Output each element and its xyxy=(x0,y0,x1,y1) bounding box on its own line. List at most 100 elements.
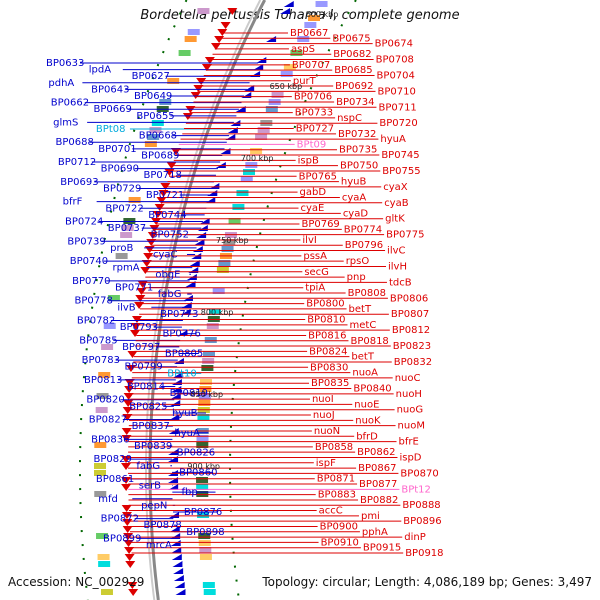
minus-strand-gene xyxy=(174,582,185,588)
cog-block xyxy=(196,477,209,483)
gene-label: BP0737 xyxy=(108,223,146,234)
gene-label: gabD xyxy=(300,187,327,198)
cog-block xyxy=(206,323,219,329)
cog-block xyxy=(223,239,236,245)
plus-strand-gene xyxy=(122,526,133,533)
plus-strand-gene xyxy=(121,505,132,512)
cog-block xyxy=(257,127,270,133)
cog-block xyxy=(280,71,293,77)
gene-label: BP0812 xyxy=(392,325,430,336)
gene-label: glmS xyxy=(53,117,78,128)
gene-label: BP0693 xyxy=(60,177,98,188)
gene-label: BP0814 xyxy=(127,382,165,393)
plus-strand-gene xyxy=(122,407,133,414)
cog-block xyxy=(184,36,197,42)
gene-label: BP0735 xyxy=(339,145,377,156)
gene-label: BPt12 xyxy=(401,484,431,495)
gene-label: BP0729 xyxy=(103,183,141,194)
cog-block xyxy=(202,582,215,588)
cog-block xyxy=(207,316,220,322)
minus-strand-gene xyxy=(169,512,180,518)
gene-label: BP0745 xyxy=(381,150,419,161)
gene-label: ispB xyxy=(298,155,319,166)
cog-block xyxy=(201,365,214,371)
cog-block xyxy=(208,309,221,315)
cog-block xyxy=(196,442,209,448)
minus-strand-gene xyxy=(175,589,186,595)
cog-block xyxy=(96,533,109,539)
gene-label: purT xyxy=(293,76,317,87)
gene-label: BP0690 xyxy=(101,164,139,175)
gene-label: pmi xyxy=(361,511,380,522)
plus-strand-gene xyxy=(125,365,136,372)
cog-block xyxy=(97,554,110,560)
gene-label: BP0796 xyxy=(345,240,383,251)
minus-strand-gene xyxy=(207,190,218,196)
gene-label: BP0782 xyxy=(77,316,115,327)
gene-label: ilvC xyxy=(387,246,405,257)
gene-label: BP0870 xyxy=(400,468,438,479)
gene-label: BP0662 xyxy=(51,98,89,109)
gene-label: nuoA xyxy=(352,368,378,379)
gene-label: bfrD xyxy=(356,431,378,442)
cog-block xyxy=(308,15,321,21)
gene-label: BP0872 xyxy=(101,514,139,525)
cog-block xyxy=(236,190,249,196)
gene-label: BP0800 xyxy=(306,299,344,310)
gene-label: BP0878 xyxy=(143,520,181,531)
cog-block xyxy=(147,134,160,140)
gene-label: BP0818 xyxy=(350,336,388,347)
gene-label: BPt10 xyxy=(167,368,197,379)
gene-label: tpiA xyxy=(305,283,325,294)
cog-block xyxy=(107,295,120,301)
minus-strand-gene xyxy=(215,162,226,168)
gene-label: BP0733 xyxy=(295,108,333,119)
gene-label: BP0883 xyxy=(318,490,356,501)
plus-strand-gene xyxy=(214,36,225,43)
cog-block xyxy=(98,561,111,567)
gene-label: BP0633 xyxy=(46,58,84,69)
kbp-tick-label: 850 kbp xyxy=(190,390,223,399)
gene-label: proB xyxy=(110,243,133,254)
plus-strand-gene xyxy=(122,414,133,421)
gene-label: BP0776 xyxy=(162,329,200,340)
gene-label: mfd xyxy=(98,494,118,505)
cog-block xyxy=(232,204,245,210)
gene-label: BP0682 xyxy=(333,49,371,60)
gene-label: BP0704 xyxy=(377,70,415,81)
gene-label: BP0827 xyxy=(89,415,127,426)
gene-label: BP0824 xyxy=(309,346,347,357)
gene-label: BP0701 xyxy=(98,144,136,155)
cog-block xyxy=(198,540,211,546)
plus-strand-gene xyxy=(152,211,163,218)
gene-label: nuoJ xyxy=(313,410,335,421)
gene-label: BP0783 xyxy=(82,355,120,366)
gene-label: nuoI xyxy=(312,394,334,405)
gene-label: BP0722 xyxy=(105,203,143,214)
gene-label: BP0915 xyxy=(363,543,401,554)
gene-label: BP0740 xyxy=(70,256,108,267)
gene-label: cyaX xyxy=(383,182,408,193)
plus-strand-gene xyxy=(210,43,221,50)
cog-block xyxy=(95,407,108,413)
gene-label: mrcA xyxy=(146,540,172,551)
gene-label: BP0706 xyxy=(294,92,332,103)
gene-label: accC xyxy=(319,506,343,517)
gene-label: BP0825 xyxy=(129,401,167,412)
plus-strand-gene xyxy=(121,428,132,435)
kbp-tick-label: 800 kbp xyxy=(201,308,234,317)
gene-label: BP0669 xyxy=(94,104,132,115)
gene-label: BP0675 xyxy=(332,33,370,44)
gene-label: nspC xyxy=(337,113,362,124)
gene-label: BP0627 xyxy=(132,71,170,82)
cog-block xyxy=(297,36,310,42)
plus-strand-gene xyxy=(121,463,132,470)
kbp-tick-label: 650 kbp xyxy=(270,82,303,91)
minus-strand-gene xyxy=(168,477,179,483)
cog-block xyxy=(255,134,268,140)
plus-strand-gene xyxy=(127,582,138,589)
gene-label: BP0808 xyxy=(348,288,386,299)
cog-block xyxy=(304,22,317,28)
gene-label: metC xyxy=(350,320,377,331)
gene-label: BP0732 xyxy=(338,129,376,140)
